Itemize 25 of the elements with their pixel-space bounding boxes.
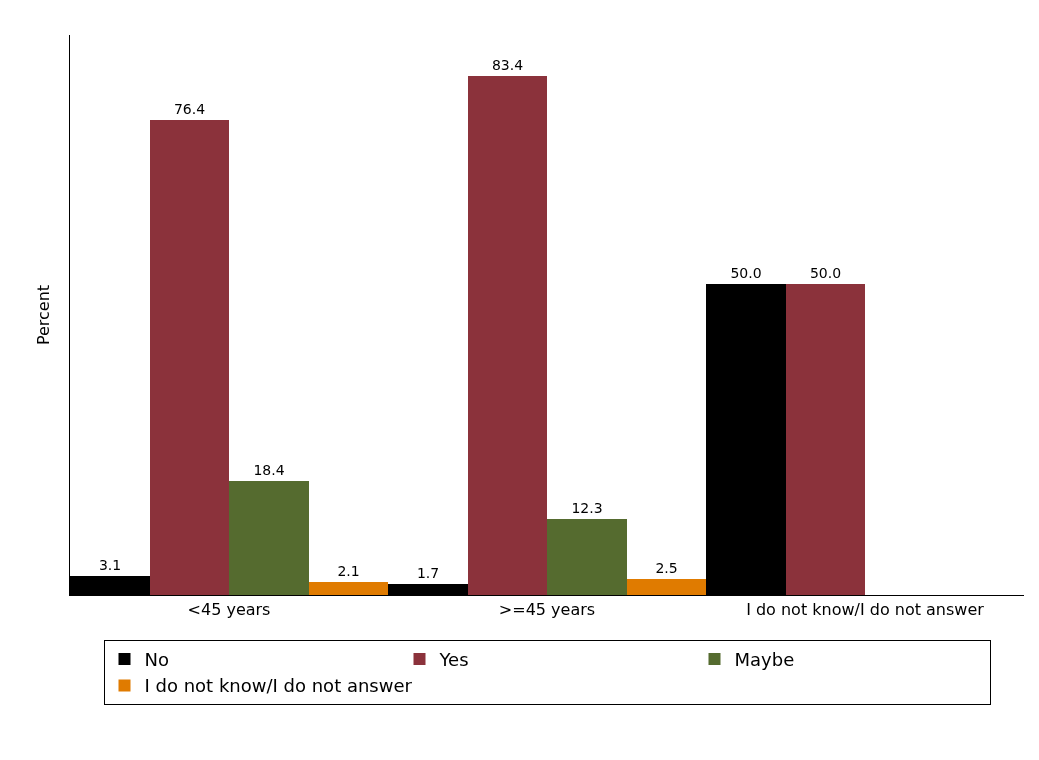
x-tick-label: >=45 years — [498, 600, 596, 620]
data-label: 50.0 — [809, 265, 842, 281]
bar — [150, 120, 229, 595]
bar — [468, 76, 547, 595]
data-label: 83.4 — [491, 57, 524, 73]
bar — [309, 582, 388, 595]
data-label: 18.4 — [253, 462, 285, 478]
data-label: 2.1 — [337, 563, 360, 579]
legend-label: Maybe — [734, 649, 795, 671]
data-label: 50.0 — [730, 265, 762, 281]
data-label: 76.4 — [173, 101, 206, 117]
legend-label: I do not know/I do not answer — [144, 675, 413, 697]
legend-label: No — [144, 649, 169, 671]
data-label: 3.1 — [98, 557, 122, 573]
x-tick-label: <45 years — [187, 600, 271, 620]
data-label: 12.3 — [571, 500, 603, 516]
bar — [547, 519, 627, 595]
y-axis-title: Percent — [33, 284, 53, 346]
legend-label: Yes — [438, 649, 469, 671]
data-label: 2.5 — [655, 560, 678, 576]
x-tick-label: I do not know/I do not answer — [746, 600, 985, 620]
bar — [627, 579, 706, 595]
bar — [786, 284, 865, 595]
bar — [229, 481, 309, 595]
data-label: 1.7 — [416, 565, 440, 581]
